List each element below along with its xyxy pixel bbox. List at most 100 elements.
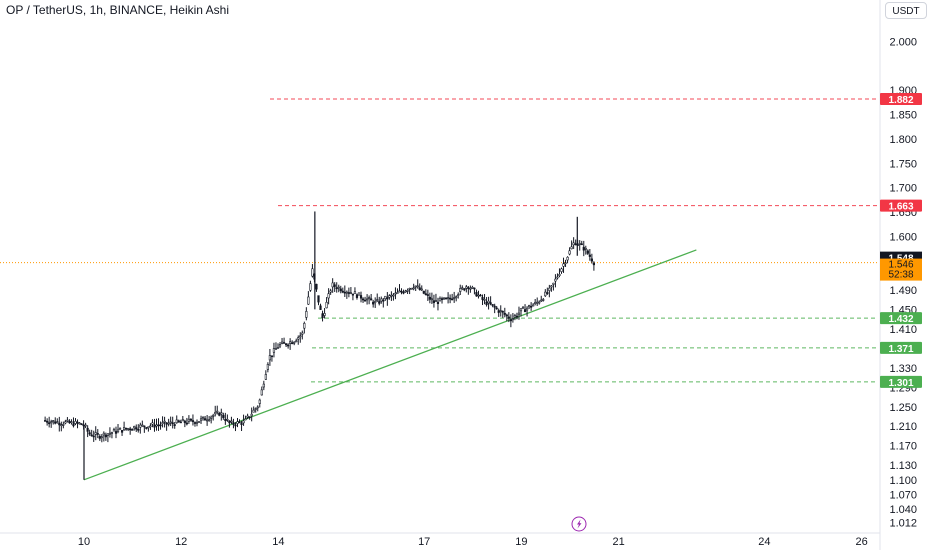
candle-body — [125, 427, 128, 430]
level-price-tag — [880, 199, 922, 212]
candle-body — [538, 301, 541, 304]
candle-body — [461, 287, 464, 290]
candle-body — [380, 298, 383, 302]
candle-body — [507, 316, 510, 319]
candle-body — [116, 429, 120, 432]
y-tick-label: 2.000 — [889, 37, 917, 49]
candle-body — [252, 409, 255, 413]
candle-body — [374, 301, 377, 304]
candle-body — [570, 246, 573, 250]
candle-body — [289, 341, 292, 344]
candle-body — [274, 348, 278, 350]
y-tick-label: 1.012 — [889, 518, 917, 530]
level-price-label: 1.371 — [888, 344, 913, 355]
candle-body — [201, 416, 205, 419]
candle-body — [155, 424, 158, 427]
candle-body — [370, 298, 373, 301]
candle-body — [284, 343, 288, 346]
candle-body — [133, 426, 136, 429]
candle-body — [309, 283, 312, 291]
candle-body — [173, 424, 176, 426]
candle-body — [120, 430, 124, 433]
candle-body — [96, 433, 99, 435]
candle-body — [270, 355, 274, 358]
candle-body — [368, 297, 371, 299]
candle-body — [56, 421, 59, 423]
candle-body — [359, 295, 363, 299]
candle-body — [475, 292, 478, 297]
candle-body — [495, 307, 498, 310]
candle-body — [323, 313, 326, 316]
candle-body — [333, 284, 336, 287]
x-tick-label: 14 — [272, 536, 284, 548]
candle-body — [153, 424, 156, 428]
y-tick-label: 1.410 — [889, 324, 917, 336]
y-tick-label: 1.490 — [889, 285, 917, 297]
candle-body — [216, 410, 219, 413]
candle-body — [208, 419, 211, 422]
candle-body — [66, 419, 69, 422]
candle-body — [220, 412, 223, 415]
candle-body — [554, 278, 557, 282]
candle-body — [343, 291, 346, 294]
x-tick-label: 10 — [78, 536, 90, 548]
candle-body — [88, 432, 91, 435]
candle-body — [396, 292, 399, 294]
candle-body — [214, 411, 217, 415]
candle-body — [438, 297, 442, 302]
candle-body — [315, 283, 318, 290]
candle-body — [317, 295, 320, 303]
candle-body — [444, 297, 448, 300]
candle-body — [129, 428, 132, 431]
candle-body — [181, 419, 184, 422]
candle-body — [242, 420, 245, 424]
level-price-label: 1.663 — [888, 202, 913, 213]
candle-body — [592, 262, 595, 266]
candle-body — [70, 421, 73, 423]
y-tick-label: 1.700 — [889, 183, 917, 195]
candle-body — [386, 297, 389, 300]
candle-body — [256, 406, 259, 409]
candle-body — [465, 286, 468, 289]
candle-body — [80, 423, 83, 426]
candle-body — [574, 243, 577, 245]
candle-body — [84, 424, 87, 427]
candle-body — [189, 419, 193, 421]
candle-body — [90, 434, 93, 437]
candle-body — [226, 418, 229, 421]
candle-body — [100, 436, 103, 439]
candles-group — [44, 211, 595, 480]
candle-body — [177, 420, 180, 423]
candle-body — [147, 426, 150, 429]
x-tick-label: 26 — [855, 536, 867, 548]
candle-body — [477, 294, 480, 297]
candle-body — [505, 314, 508, 317]
candle-body — [392, 294, 395, 297]
candle-body — [499, 310, 502, 312]
candle-body — [137, 429, 140, 431]
candle-body — [112, 429, 116, 432]
candle-body — [457, 294, 460, 296]
candle-body — [183, 420, 186, 423]
level-price-label: 1.882 — [888, 95, 913, 106]
candle-body — [473, 287, 476, 290]
candle-body — [212, 415, 215, 417]
y-tick-label: 1.070 — [889, 489, 917, 501]
candle-body — [244, 418, 247, 421]
candle-body — [86, 427, 89, 432]
candle-body — [167, 422, 170, 425]
candle-body — [234, 424, 237, 427]
candle-body — [418, 287, 421, 290]
candle-body — [532, 304, 535, 307]
candle-body — [254, 408, 257, 410]
y-tick-label: 1.130 — [889, 460, 917, 472]
candle-body — [319, 305, 322, 310]
candle-body — [135, 427, 138, 430]
candle-body — [420, 288, 423, 291]
candle-body — [345, 291, 348, 294]
currency-button[interactable]: USDT — [885, 2, 927, 19]
candle-body — [446, 297, 450, 299]
candle-body — [301, 332, 304, 335]
candle-body — [161, 422, 164, 425]
